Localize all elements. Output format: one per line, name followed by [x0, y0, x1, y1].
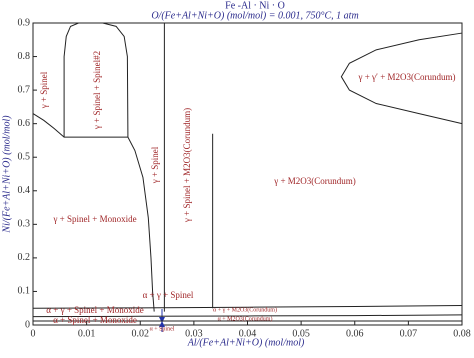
x-tick-label: 0.06 — [346, 328, 364, 339]
x-tick-label: 0.03 — [185, 328, 203, 339]
phase-boundary — [127, 136, 155, 312]
x-tick-label: 0.01 — [78, 328, 96, 339]
x-tick-label: 0.04 — [239, 328, 257, 339]
region-label: γ + Spinel — [39, 71, 49, 109]
region-label: α + γ + M2O3(Corundum) — [213, 306, 277, 313]
region-label: γ + Spinel + Spinel#2 — [92, 51, 102, 130]
region-label: α + M2O3(Corundum) — [218, 315, 273, 322]
region-label: α + γ + Spinel — [143, 290, 194, 300]
x-tick-label: 0.05 — [292, 328, 310, 339]
region-label: γ + M2O3(Corundum) — [273, 176, 356, 186]
y-tick-label: 0.5 — [18, 152, 31, 163]
region-label: α + Spinel + Monoxide — [53, 315, 137, 325]
y-tick-label: 0.1 — [18, 286, 31, 297]
x-tick-label: 0 — [31, 328, 36, 339]
y-tick-label: 0.9 — [18, 17, 31, 28]
region-label: γ + Spinel + M2O3(Corundum) — [182, 108, 192, 223]
y-tick-label: 0.7 — [18, 84, 31, 95]
phase-boundary — [32, 305, 463, 309]
phase-boundary — [340, 32, 463, 125]
phase-boundary — [32, 113, 128, 138]
region-label: γ + Spinel + Monoxide — [52, 214, 136, 224]
y-tick-label: 0.4 — [18, 185, 31, 196]
phase-boundary — [32, 314, 463, 318]
region-label: α + γ + Spinel + Monoxide — [46, 305, 143, 315]
x-tick-label: 0.08 — [453, 328, 471, 339]
x-tick-label: 0.02 — [132, 328, 150, 339]
y-tick-label: 0.3 — [18, 219, 31, 230]
x-axis-label: Al/(Fe+Al+Ni+O) (mol/mol) — [187, 337, 305, 348]
y-tick-label: 0.6 — [18, 118, 31, 129]
y-tick-label: 0.2 — [18, 252, 31, 263]
region-label: γ + γ′ + M2O3(Corundum) — [357, 72, 455, 82]
y-tick-label: 0.8 — [18, 51, 31, 62]
region-label: α + Spinel — [150, 326, 175, 332]
y-tick-label: 0 — [25, 319, 30, 330]
x-tick-label: 0.07 — [400, 328, 418, 339]
chart-title: Fe -Al · Ni · O — [225, 0, 285, 11]
region-label: γ + Spinel — [150, 146, 160, 184]
phase-boundary — [63, 22, 129, 138]
y-axis-label: Ni/(Fe+Al+Ni+O) (mol/mol) — [1, 115, 12, 234]
chart-subtitle: O/(Fe+Al+Ni+O) (mol/mol) = 0.001, 750°C,… — [151, 10, 358, 21]
